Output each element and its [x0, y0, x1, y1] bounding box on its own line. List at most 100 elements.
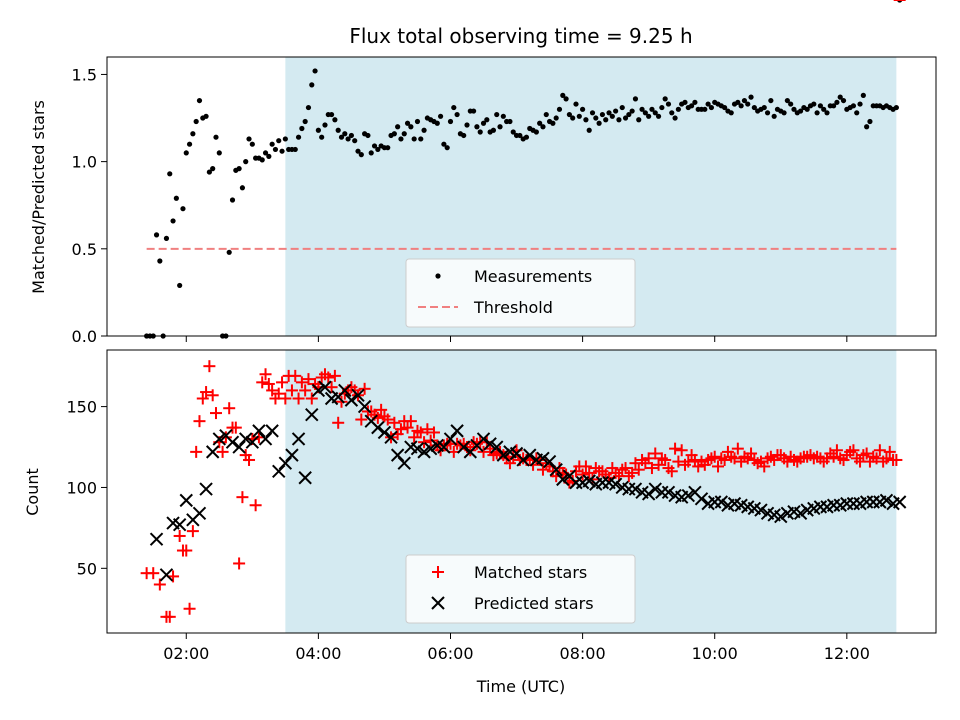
- x-tick-label: 10:00: [692, 644, 738, 663]
- bottom-y-axis-label: Count: [23, 468, 42, 516]
- matched-star-point: [394, 423, 407, 436]
- predicted-star-point: [483, 437, 497, 451]
- bottom-y-tick-label: 50: [77, 559, 97, 578]
- predicted-star-point: [252, 424, 266, 438]
- measurement-point: [560, 92, 566, 98]
- matched-star-point: [295, 376, 308, 389]
- measurement-point: [771, 113, 777, 119]
- legend-measurements-label: Measurements: [474, 267, 592, 286]
- chart-title: Flux total observing time = 9.25 h: [349, 24, 692, 48]
- measurement-point: [821, 106, 827, 112]
- predicted-star-point: [549, 462, 563, 477]
- measurement-point: [355, 148, 361, 154]
- measurement-point: [573, 101, 579, 107]
- measurement-point: [484, 117, 490, 123]
- predicted-star-point: [417, 445, 431, 459]
- measurement-point: [603, 117, 609, 123]
- measurement-point: [580, 106, 586, 112]
- measurement-point: [613, 108, 619, 114]
- matched-star-point: [418, 436, 431, 449]
- measurement-point: [368, 150, 374, 156]
- matched-star-point: [536, 463, 549, 476]
- measurement-point: [276, 138, 282, 144]
- matched-star-point: [355, 413, 368, 426]
- matched-star-point: [259, 368, 272, 381]
- measurement-point: [358, 152, 364, 158]
- x-tick-label: 08:00: [560, 644, 606, 663]
- predicted-star-point: [205, 445, 220, 459]
- matched-star-point: [203, 360, 216, 373]
- measurement-point: [692, 99, 698, 105]
- measurement-point: [213, 134, 219, 140]
- predicted-star-point: [199, 482, 213, 496]
- x-tick-label: 12:00: [824, 644, 870, 663]
- matched-star-point: [688, 453, 701, 466]
- measurement-point: [163, 235, 170, 241]
- measurement-point: [804, 106, 810, 112]
- matched-star-point: [401, 421, 414, 434]
- predicted-star-point: [225, 435, 240, 449]
- measurement-point: [170, 218, 176, 224]
- matched-star-point: [292, 392, 305, 405]
- measurement-point: [665, 101, 672, 107]
- measurement-point: [302, 118, 308, 125]
- measurement-point: [788, 101, 794, 107]
- matched-star-point: [579, 460, 592, 473]
- legend-matched-marker: [432, 566, 444, 578]
- measurement-point: [768, 97, 774, 104]
- measurement-point: [533, 129, 539, 135]
- matched-star-point: [325, 381, 338, 394]
- matched-star-point: [289, 369, 302, 382]
- measurement-point: [153, 232, 160, 238]
- matched-star-point: [328, 369, 341, 382]
- measurement-point: [177, 282, 183, 289]
- predicted-star-point: [641, 487, 656, 501]
- predicted-star-point: [285, 448, 299, 462]
- measurement-point: [418, 136, 424, 142]
- matched-star-point: [285, 384, 298, 397]
- matched-star-point: [335, 395, 348, 408]
- predicted-star-point: [523, 448, 537, 462]
- predicted-star-point: [410, 441, 425, 456]
- top-legend-box: [405, 258, 636, 328]
- measurement-point: [672, 115, 678, 121]
- matched-star-point: [883, 445, 896, 458]
- measurements-series: [144, 0, 903, 339]
- measurement-point: [682, 99, 688, 105]
- bottom-plot-frame: [106, 349, 937, 634]
- measurement-point: [784, 97, 790, 104]
- measurement-point: [728, 110, 734, 116]
- measurement-point: [708, 104, 715, 111]
- measurement-point: [632, 96, 639, 102]
- measurement-point: [854, 110, 860, 116]
- measurement-point: [646, 113, 652, 119]
- predicted-star-point: [278, 456, 293, 470]
- measurement-point: [279, 148, 285, 154]
- top-panel: 0.0 0.5 1.0 1.5 Flux total observing time =…: [29, 0, 937, 346]
- measurement-point: [831, 103, 837, 109]
- matched-star-point: [193, 415, 206, 428]
- predicted-star-point: [239, 432, 253, 446]
- bottom-y-tick-label: 150: [66, 398, 97, 417]
- matched-star-point: [236, 491, 249, 504]
- matched-star-point: [375, 403, 388, 416]
- matched-star-point: [279, 392, 292, 405]
- measurement-point: [497, 124, 503, 130]
- measurement-point: [860, 92, 866, 98]
- measurement-point: [556, 106, 563, 112]
- measurement-point: [864, 124, 870, 130]
- predicted-star-point: [648, 482, 662, 496]
- matched-star-point: [332, 416, 345, 429]
- predicted-star-point: [357, 399, 372, 414]
- predicted-star-point: [628, 482, 643, 496]
- measurement-point: [616, 117, 622, 123]
- matched-star-point: [745, 447, 758, 460]
- measurement-point: [434, 120, 440, 126]
- legend-predicted-label: Predicted stars: [474, 594, 594, 613]
- measurement-point: [352, 138, 358, 144]
- measurement-point: [550, 120, 556, 126]
- measurement-point: [837, 94, 843, 100]
- x-axis-label: Time (UTC): [476, 677, 565, 696]
- matched-star-point: [758, 460, 771, 473]
- measurement-point: [246, 136, 252, 142]
